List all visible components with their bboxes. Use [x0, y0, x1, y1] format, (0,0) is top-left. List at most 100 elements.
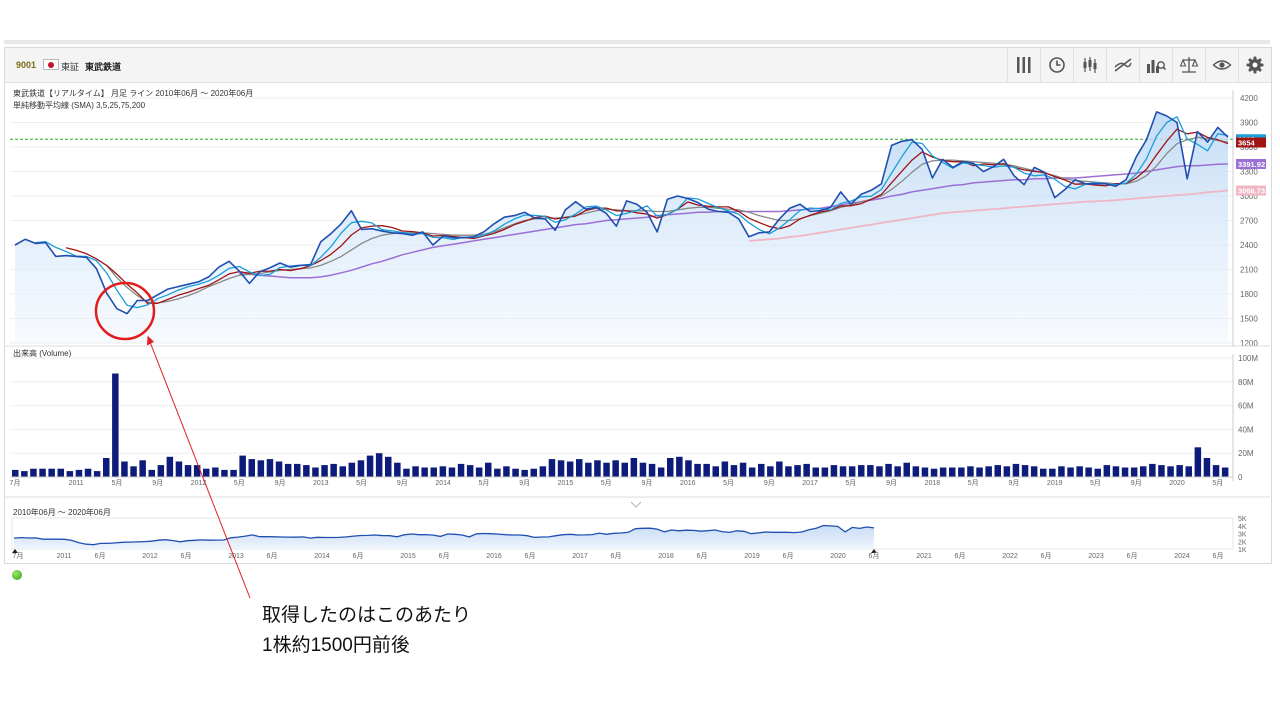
volume-bar: [475, 467, 483, 477]
volume-bar: [958, 467, 965, 477]
navigator-x-label: 6月: [353, 552, 364, 560]
volume-bar: [566, 461, 574, 477]
volume-bar: [967, 466, 974, 477]
x-tick-label: 2019: [1047, 480, 1063, 487]
volume-bar: [930, 468, 938, 477]
volume-tick-label: 60M: [1238, 402, 1254, 411]
volume-bar: [548, 459, 556, 477]
x-tick-label: 2014: [435, 480, 451, 487]
volume-bar: [21, 471, 28, 477]
volume-bar: [1030, 466, 1038, 477]
annotation-arrowhead-icon: [147, 335, 154, 346]
volume-bar: [676, 456, 683, 477]
highlight-circle: [94, 281, 156, 341]
x-tick-label: 5月: [111, 479, 122, 487]
clock-icon[interactable]: [1040, 48, 1073, 82]
navigator-x-label: 6月: [181, 552, 192, 560]
volume-bar: [266, 459, 274, 477]
navigator-x-label: 6月: [525, 552, 536, 560]
chart-info-title: 東武鉄道【リアルタイム】 月足 ライン 2010年06月 ～ 2020年06月: [13, 89, 254, 98]
volume-bar: [667, 458, 674, 477]
volume-bar: [421, 467, 428, 477]
volume-bar: [103, 458, 110, 477]
navigator-handle-right: [871, 549, 877, 553]
navigator-x-label: 2015: [400, 553, 416, 560]
volume-bar: [184, 465, 192, 477]
volume-bar: [1185, 466, 1192, 477]
navigator-x-label: 7月: [13, 552, 24, 560]
price-tick-label: 4200: [1240, 94, 1258, 103]
volume-bar: [703, 463, 710, 477]
volume-bar: [812, 467, 819, 477]
volume-bar: [885, 463, 892, 477]
volume-bar: [530, 468, 537, 477]
volume-bar: [212, 467, 219, 477]
volume-bar: [912, 466, 920, 477]
candlestick-icon[interactable]: [1073, 48, 1106, 82]
bars-icon[interactable]: [1007, 48, 1040, 82]
x-tick-label: 9月: [397, 479, 408, 487]
volume-bar: [557, 460, 565, 477]
navigator-x-label: 2018: [658, 553, 674, 560]
volume-bar: [66, 471, 74, 477]
volume-bar: [1012, 463, 1020, 477]
top-divider: [4, 40, 1270, 44]
volume-bar: [385, 456, 392, 477]
volume-bar: [1103, 465, 1111, 477]
x-tick-label: 9月: [642, 479, 653, 487]
volume-bar: [1203, 458, 1211, 477]
indicator-icon[interactable]: [1139, 48, 1172, 82]
volume-bar: [867, 465, 874, 477]
volume-bar: [539, 466, 547, 477]
volume-bar: [939, 467, 947, 477]
navigator-x-label: 2013: [228, 553, 244, 560]
value-tag-label: 3654: [1238, 139, 1256, 148]
navigator-x-label: 2024: [1174, 553, 1190, 560]
navigator-x-label: 6月: [1127, 552, 1138, 560]
status-dot: [12, 570, 22, 580]
volume-bar: [1221, 467, 1229, 477]
gear-icon[interactable]: [1238, 48, 1271, 82]
compare-icon[interactable]: [1172, 48, 1205, 82]
volume-bar: [1149, 463, 1156, 477]
volume-bar: [248, 459, 255, 477]
navigator-x-label: 2020: [830, 553, 846, 560]
volume-bar: [412, 466, 419, 477]
range-label: 2010年06月 ～ 2020年06月: [13, 508, 111, 517]
x-tick-label: 9月: [764, 479, 775, 487]
stock-code: 9001: [16, 60, 37, 70]
price-tick-label: 1800: [1240, 290, 1258, 299]
price-tick-label: 3300: [1240, 168, 1258, 177]
chart-header: 9001 東証 東武鉄道: [5, 48, 1271, 83]
volume-bar: [239, 455, 246, 477]
volume-tick-label: 100M: [1238, 354, 1258, 363]
navigator-handle-left: [12, 549, 18, 553]
navigator-x-label: 6月: [611, 552, 622, 560]
volume-bar: [758, 463, 765, 477]
eye-icon[interactable]: [1205, 48, 1238, 82]
volume-bar: [130, 466, 137, 477]
navigator-x-label: 2016: [486, 553, 502, 560]
navigator-x-label: 6月: [697, 552, 708, 560]
volume-bar: [166, 456, 174, 477]
navigator-x-label: 2021: [916, 553, 932, 560]
volume-bar: [39, 468, 46, 477]
volume-bar: [876, 466, 883, 477]
volume-bar: [994, 465, 1001, 477]
volume-bar: [1067, 467, 1074, 477]
volume-tick-label: 0: [1238, 473, 1243, 482]
drawing-icon[interactable]: [1106, 48, 1139, 82]
volume-bar: [576, 459, 583, 477]
price-tick-label: 2400: [1240, 241, 1258, 250]
volume-bar: [803, 463, 810, 477]
volume-bar: [512, 468, 519, 477]
volume-bar: [93, 471, 101, 477]
volume-bar: [767, 466, 774, 477]
volume-bar: [485, 462, 492, 477]
volume-bar: [448, 467, 456, 477]
x-tick-label: 9月: [152, 479, 163, 487]
volume-bar: [148, 469, 155, 477]
volume-bar: [321, 465, 328, 477]
value-tag: [1236, 137, 1266, 148]
